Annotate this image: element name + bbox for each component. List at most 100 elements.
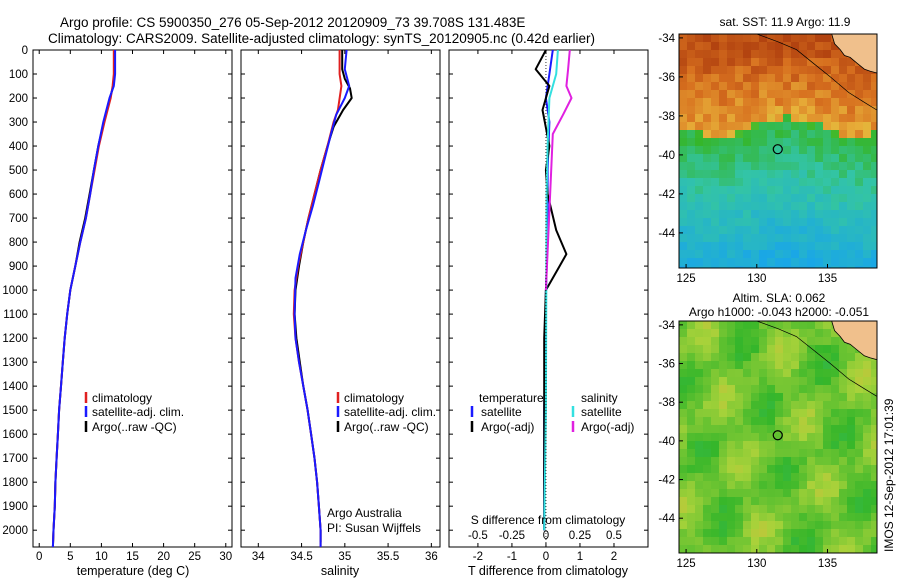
map-cell xyxy=(767,194,776,203)
map-cell xyxy=(815,489,824,498)
map-cell xyxy=(743,385,752,394)
map-cell xyxy=(839,114,848,123)
map-cell xyxy=(871,82,877,91)
map-cell xyxy=(727,130,736,139)
sst-map xyxy=(679,34,877,268)
map-cell xyxy=(783,449,792,458)
map-cell xyxy=(799,162,808,171)
map-cell xyxy=(783,409,792,418)
map-cell xyxy=(839,250,848,259)
map-cell xyxy=(815,497,824,506)
map-cell xyxy=(743,433,752,442)
map-cell xyxy=(799,154,808,163)
map-cell xyxy=(831,250,840,259)
map-cell xyxy=(687,377,696,386)
map-cell xyxy=(743,345,752,354)
map-cell xyxy=(799,545,808,553)
map-cell xyxy=(823,226,832,235)
map-cell xyxy=(759,417,768,426)
map-cell xyxy=(815,106,824,115)
map-cell xyxy=(831,521,840,530)
map-cell xyxy=(687,258,696,267)
map-cell xyxy=(807,242,816,251)
map-cell xyxy=(711,242,720,251)
map-cell xyxy=(823,321,832,330)
map-cell xyxy=(719,34,728,43)
map-cell xyxy=(839,218,848,227)
map-cell xyxy=(823,178,832,187)
map-cell xyxy=(679,449,688,458)
map-cell xyxy=(679,489,688,498)
map-cell xyxy=(759,170,768,179)
map-cell xyxy=(735,178,744,187)
map-cell xyxy=(767,529,776,538)
map-cell xyxy=(711,210,720,219)
map-cell xyxy=(679,106,688,115)
map-cell xyxy=(759,106,768,115)
map-cell xyxy=(783,521,792,530)
map-cell xyxy=(839,361,848,370)
map-cell xyxy=(767,50,776,59)
map-cell xyxy=(703,393,712,402)
map-cell xyxy=(703,218,712,227)
map-cell xyxy=(831,337,840,346)
map-cell xyxy=(695,226,704,235)
map-cell xyxy=(839,194,848,203)
map-cell xyxy=(863,98,872,107)
map-cell xyxy=(799,74,808,83)
map-cell xyxy=(863,433,872,442)
map-cell xyxy=(871,505,877,514)
map-cell xyxy=(751,329,760,338)
map-cell xyxy=(727,449,736,458)
map-cell xyxy=(807,98,816,107)
map-cell xyxy=(863,425,872,434)
map-cell xyxy=(847,170,856,179)
map-cell xyxy=(751,162,760,171)
map-cell xyxy=(775,90,784,99)
map-cell xyxy=(831,417,840,426)
map-cell xyxy=(783,345,792,354)
map-cell xyxy=(783,329,792,338)
map-cell xyxy=(863,545,872,553)
map-cell xyxy=(871,178,877,187)
map-cell xyxy=(839,234,848,243)
map-cell xyxy=(791,473,800,482)
map-cell xyxy=(831,42,840,51)
map-cell xyxy=(775,194,784,203)
map-cell xyxy=(815,353,824,362)
lat-tick-label: -36 xyxy=(658,72,675,84)
map-cell xyxy=(727,401,736,410)
map-cell xyxy=(743,170,752,179)
map-cell xyxy=(767,226,776,235)
map-cell xyxy=(711,194,720,203)
map-cell xyxy=(791,425,800,434)
map-cell xyxy=(719,250,728,259)
map-cell xyxy=(743,242,752,251)
map-cell xyxy=(679,114,688,123)
map-cell xyxy=(679,497,688,506)
map-cell xyxy=(751,369,760,378)
map-cell xyxy=(855,170,864,179)
map-cell xyxy=(783,441,792,450)
map-cell xyxy=(831,66,840,75)
map-cell xyxy=(847,98,856,107)
map-cell xyxy=(871,266,877,268)
map-cell xyxy=(783,361,792,370)
map-cell xyxy=(727,545,736,553)
map-cell xyxy=(839,505,848,514)
s-diff-tick-label: -0.25 xyxy=(499,530,525,542)
map-cell xyxy=(799,337,808,346)
map-cell xyxy=(719,433,728,442)
map-cell xyxy=(759,90,768,99)
map-cell xyxy=(823,385,832,394)
map-cell xyxy=(735,130,744,139)
map-cell xyxy=(799,66,808,75)
map-cell xyxy=(823,194,832,203)
map-cell xyxy=(759,210,768,219)
map-cell xyxy=(687,218,696,227)
map-cell xyxy=(711,417,720,426)
map-cell xyxy=(703,545,712,553)
map-cell xyxy=(847,457,856,466)
map-cell xyxy=(791,66,800,75)
map-cell xyxy=(767,162,776,171)
